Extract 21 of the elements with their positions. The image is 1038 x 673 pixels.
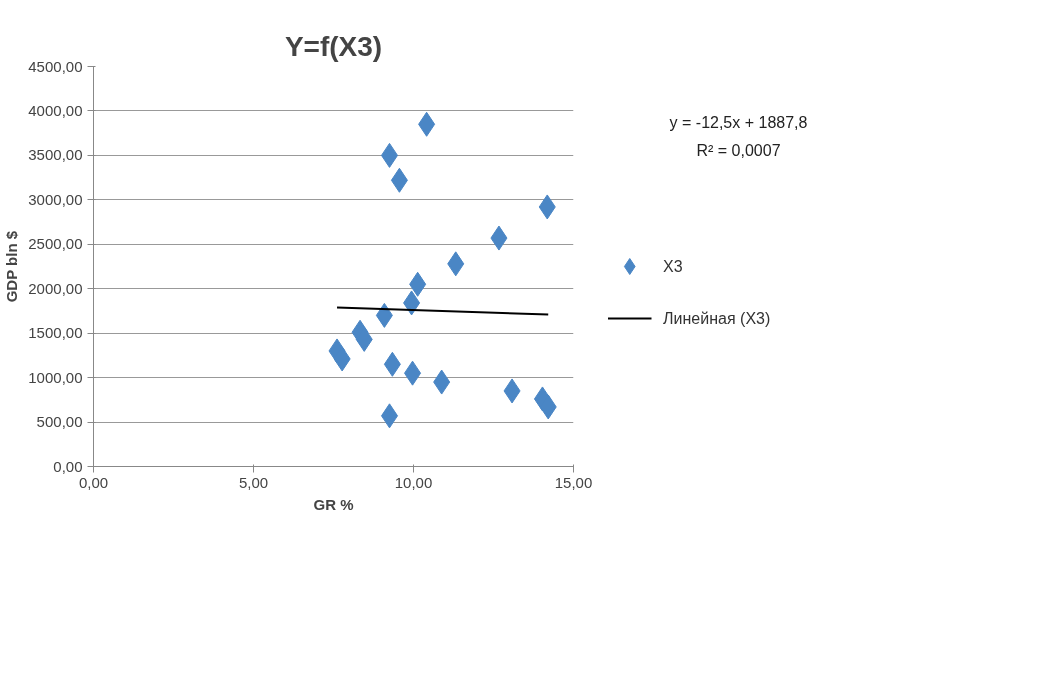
y-tick-label: 0,00 (53, 457, 83, 475)
text: R² = 0,0007 (696, 142, 781, 159)
x-tick-label: 15,00 (554, 473, 593, 491)
x-axis-title: GR % (313, 495, 354, 513)
y-tick-label: 3000,00 (28, 190, 83, 208)
chart-title: Y=f(X3) (284, 30, 383, 62)
y-tick-label: 4500,00 (28, 57, 83, 75)
legend-label: Линейная (X3) (663, 310, 771, 327)
legend-label: X3 (663, 258, 683, 275)
x-tick-label: 5,00 (238, 473, 269, 491)
text: y = -12,5x + 1887,8 (669, 114, 808, 131)
y-tick-label: 1500,00 (28, 324, 83, 342)
y-tick-label: 3500,00 (28, 146, 83, 164)
y-tick-label: 2500,00 (28, 235, 83, 253)
x-tick-label: 10,00 (394, 473, 433, 491)
y-axis-title: GDP bln $ (3, 230, 21, 303)
x-tick-label: 0,00 (78, 473, 109, 491)
y-tick-label: 1000,00 (28, 368, 83, 386)
y-tick-label: 4000,00 (28, 101, 83, 119)
y-tick-label: 2000,00 (28, 279, 83, 297)
y-tick-label: 500,00 (36, 413, 83, 431)
